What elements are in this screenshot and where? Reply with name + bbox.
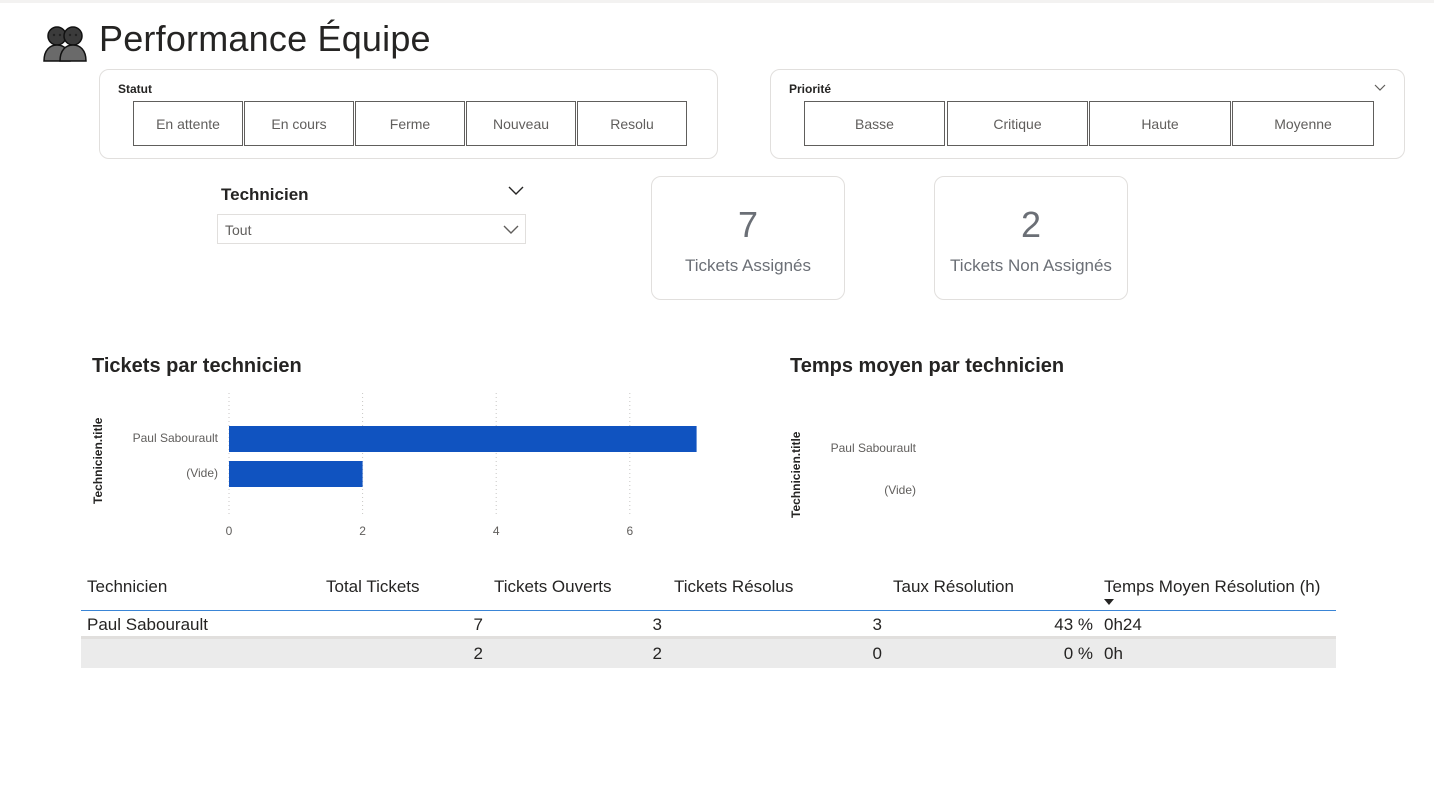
top-border: [0, 0, 1434, 3]
cell-tickets-ouverts: 2: [652, 644, 662, 663]
cell-taux-resolution: 43 %: [1054, 615, 1093, 634]
statut-option-en-cours[interactable]: En cours: [244, 101, 354, 146]
kpi-value: 2: [1020, 204, 1042, 245]
cell-temps-moyen: 0h24: [1104, 615, 1142, 634]
x-tick-label: 2: [359, 524, 366, 538]
cell-tickets-ouverts: 3: [652, 615, 662, 634]
column-header-tickets-ouverts[interactable]: Tickets Ouverts: [494, 577, 612, 596]
kpi-value: 7: [737, 204, 759, 245]
chart-axis-title: Technicien.title: [91, 417, 105, 504]
statut-slicer-title: Statut: [118, 82, 152, 96]
statut-option-en-attente[interactable]: En attente: [133, 101, 243, 146]
chevron-down-icon[interactable]: [508, 186, 524, 196]
bar-vide[interactable]: [229, 461, 363, 487]
technicien-dropdown[interactable]: Tout: [217, 214, 526, 244]
statut-slicer: Statut En attente En cours Ferme Nouveau…: [99, 69, 718, 159]
priorite-option-basse[interactable]: Basse: [804, 101, 945, 146]
x-tick-label: 4: [493, 524, 500, 538]
priorite-option-moyenne[interactable]: Moyenne: [1232, 101, 1374, 146]
cell-tickets-resolus: 0: [872, 644, 882, 663]
tickets-bar-chart: 0 2 4 6: [226, 393, 697, 538]
kpi-card-tickets-non-assignes: 2 Tickets Non Assignés: [934, 176, 1128, 300]
kpi-label: Tickets Non Assignés: [950, 256, 1112, 275]
chart-title-tickets-par-technicien: Tickets par technicien: [92, 355, 302, 377]
column-header-temps-moyen[interactable]: Temps Moyen Résolution (h): [1104, 577, 1321, 596]
cell-tickets-resolus: 3: [872, 615, 882, 634]
category-label: Paul Sabourault: [830, 441, 916, 455]
cell-technicien: Paul Sabourault: [87, 615, 208, 634]
column-header-total-tickets[interactable]: Total Tickets: [326, 577, 420, 596]
column-header-tickets-resolus[interactable]: Tickets Résolus: [674, 577, 794, 596]
page-title: Performance Équipe: [99, 18, 431, 59]
table-row[interactable]: Paul Sabourault 7 3 3 43 % 0h24: [81, 610, 1336, 639]
row-divider: [81, 636, 1336, 639]
statut-option-ferme[interactable]: Ferme: [355, 101, 465, 146]
category-label: (Vide): [884, 483, 916, 497]
technicien-dropdown-value: Tout: [225, 222, 252, 238]
priorite-slicer: Priorité Basse Critique Haute Moyenne: [770, 69, 1405, 159]
chevron-down-icon: [503, 225, 519, 234]
priorite-option-haute[interactable]: Haute: [1089, 101, 1231, 146]
sort-descending-icon[interactable]: [1104, 599, 1114, 605]
bar-paul-sabourault[interactable]: [229, 426, 697, 452]
category-label: (Vide): [186, 466, 218, 480]
cell-taux-resolution: 0 %: [1063, 644, 1093, 663]
cell-temps-moyen: 0h: [1104, 644, 1123, 663]
priorite-slicer-title: Priorité: [789, 82, 832, 96]
technicien-slicer-title: Technicien: [221, 185, 309, 204]
column-header-technicien[interactable]: Technicien: [87, 577, 168, 596]
table-row[interactable]: 2 2 0 0 % 0h: [81, 639, 1336, 668]
header-divider: [81, 610, 1336, 611]
column-header-taux-resolution[interactable]: Taux Résolution: [893, 577, 1014, 596]
kpi-card-tickets-assignes: 7 Tickets Assignés: [651, 176, 845, 300]
x-tick-label: 6: [626, 524, 633, 538]
x-tick-label: 0: [226, 524, 233, 538]
chart-axis-title: Technicien.title: [789, 431, 803, 518]
cell-total-tickets: 7: [473, 615, 483, 634]
kpi-label: Tickets Assignés: [685, 256, 811, 275]
cell-total-tickets: 2: [473, 644, 483, 663]
priorite-option-critique[interactable]: Critique: [947, 101, 1088, 146]
chart-title-temps-moyen: Temps moyen par technicien: [790, 355, 1065, 377]
statut-option-resolu[interactable]: Resolu: [577, 101, 687, 146]
chevron-down-icon[interactable]: [1374, 84, 1386, 92]
people-icon: [43, 26, 87, 62]
category-label: Paul Sabourault: [132, 431, 218, 445]
statut-option-nouveau[interactable]: Nouveau: [466, 101, 576, 146]
